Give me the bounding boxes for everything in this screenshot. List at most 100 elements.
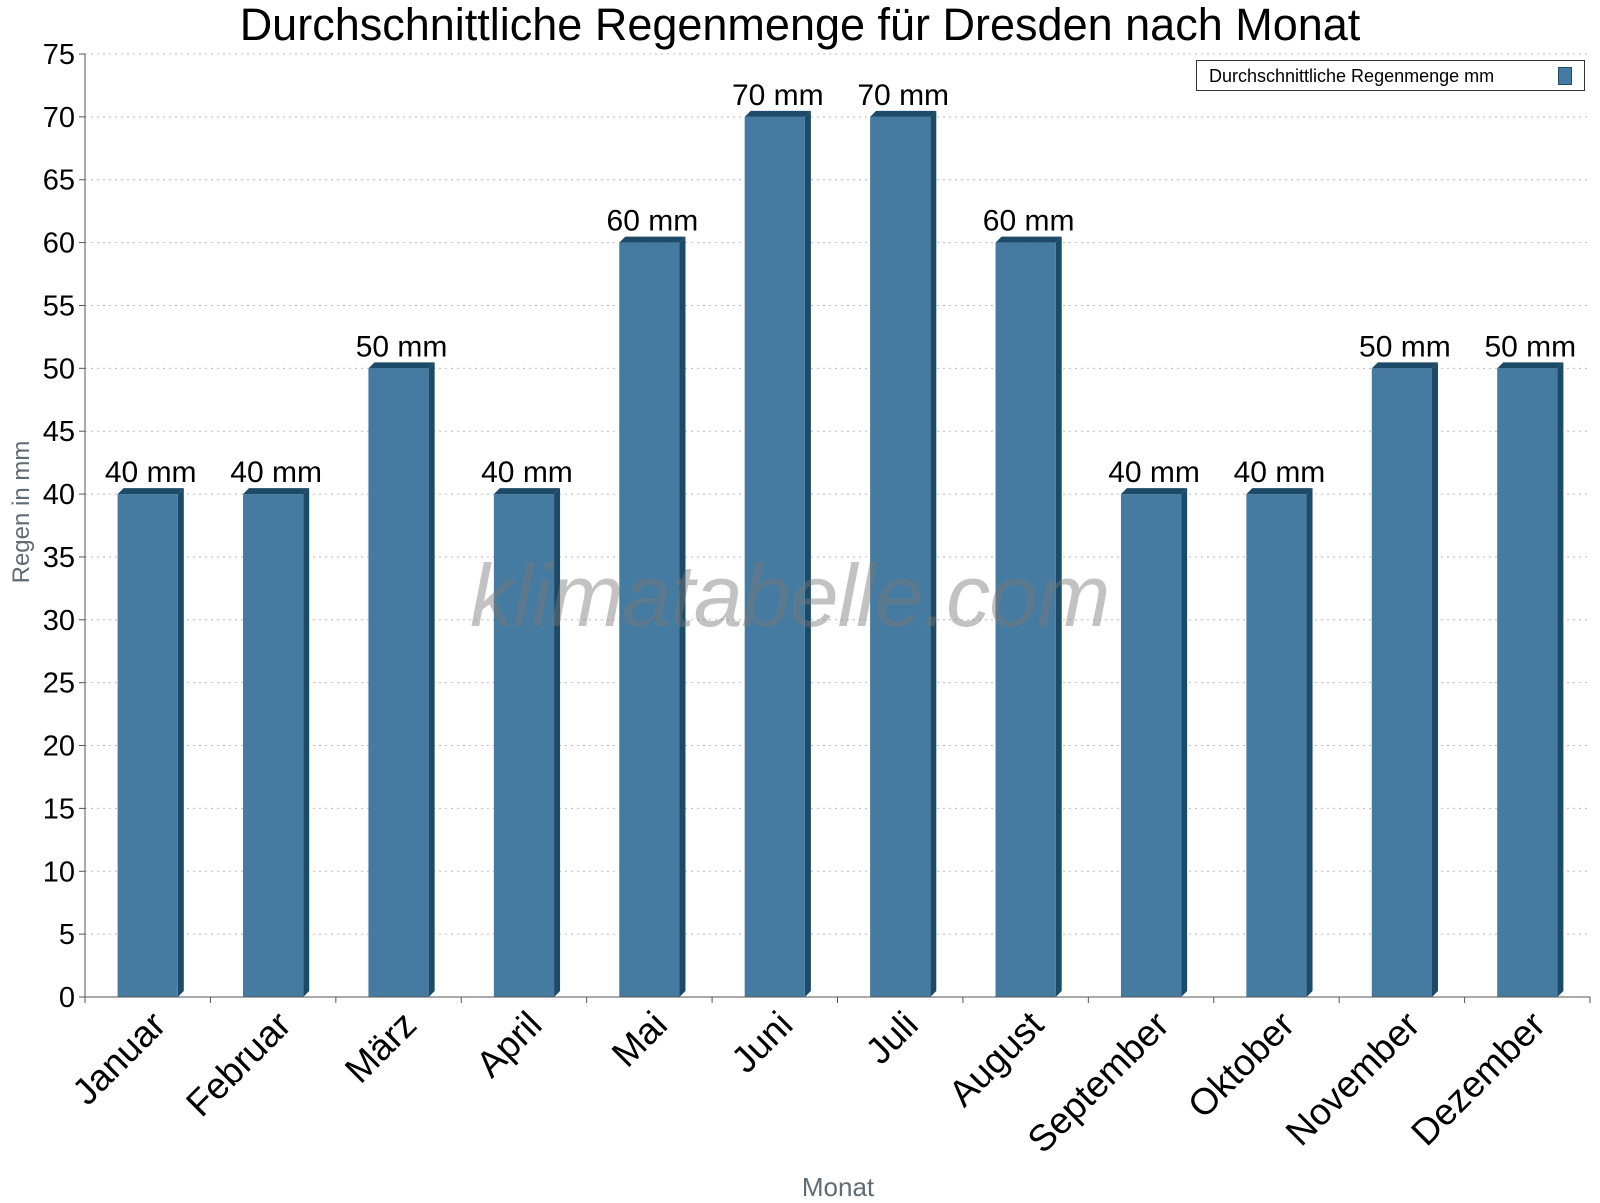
bar-september bbox=[1120, 488, 1188, 997]
bar-juli bbox=[870, 110, 937, 997]
data-labels: 40 mm 40 mm 50 mm 40 mm 60 mm 70 mm 70 mm 60 mm… bbox=[105, 79, 1576, 489]
axes bbox=[79, 53, 1591, 1003]
legend-swatch bbox=[1558, 67, 1572, 85]
bar-side bbox=[930, 110, 937, 997]
watermark: klimatabelle.com bbox=[470, 546, 1110, 645]
x-tick-label: Dezember bbox=[1403, 1004, 1553, 1154]
bar-oktober bbox=[1246, 488, 1313, 997]
bar-august bbox=[995, 236, 1062, 998]
y-tick-label: 15 bbox=[43, 793, 75, 825]
bar-top bbox=[117, 488, 184, 495]
bar-side bbox=[1557, 362, 1564, 997]
legend: Durchschnittliche Regenmenge mm bbox=[1196, 60, 1585, 91]
bar-dezember bbox=[1497, 362, 1564, 997]
x-tick-label: August bbox=[941, 1003, 1052, 1114]
y-tick-label: 40 bbox=[43, 479, 75, 511]
bar-top bbox=[368, 362, 435, 369]
bar-top bbox=[1246, 488, 1313, 495]
x-tick-label: November bbox=[1278, 1004, 1428, 1154]
bar-top bbox=[619, 236, 686, 243]
grid-lines bbox=[85, 53, 1590, 935]
legend-label: Durchschnittliche Regenmenge mm bbox=[1209, 66, 1495, 86]
y-tick-label: 30 bbox=[43, 605, 75, 637]
bar-november bbox=[1371, 362, 1438, 997]
bar-top bbox=[1371, 362, 1438, 369]
data-label: 70 mm bbox=[857, 79, 949, 112]
y-tick-label: 25 bbox=[43, 668, 75, 700]
bar-side bbox=[428, 362, 435, 997]
chart-title: Durchschnittliche Regenmenge für Dresden… bbox=[239, 0, 1361, 50]
bar-märz bbox=[368, 362, 435, 997]
bar-face bbox=[1371, 368, 1432, 997]
y-tick-label: 70 bbox=[43, 102, 75, 134]
bar-face bbox=[493, 494, 555, 997]
bar-top bbox=[870, 110, 937, 117]
bar-top bbox=[493, 488, 561, 495]
bar-face bbox=[1246, 494, 1307, 997]
y-axis-label: Regen in mm bbox=[8, 440, 35, 584]
data-label: 70 mm bbox=[732, 79, 824, 112]
bar-face bbox=[995, 242, 1056, 998]
x-tick-label: März bbox=[337, 1004, 424, 1091]
bar-face bbox=[870, 116, 931, 997]
bar-side bbox=[1055, 236, 1062, 998]
data-label: 40 mm bbox=[105, 456, 197, 489]
data-label: 40 mm bbox=[1234, 456, 1326, 489]
bar-juni bbox=[744, 110, 811, 997]
x-tick-label: Oktober bbox=[1180, 1004, 1302, 1126]
bar-face bbox=[368, 368, 429, 997]
bar-face bbox=[1497, 368, 1558, 997]
y-tick-label: 0 bbox=[59, 982, 75, 1014]
bar-side bbox=[1431, 362, 1438, 997]
bar-side bbox=[679, 236, 686, 998]
y-tick-label: 10 bbox=[43, 856, 75, 888]
bar-side bbox=[303, 488, 310, 997]
y-tick-label: 75 bbox=[43, 39, 75, 71]
x-tick-labels: Januar Februar März April Mai Juni Juli AugustS… bbox=[64, 1003, 1553, 1160]
bar-april bbox=[493, 488, 561, 997]
data-label: 40 mm bbox=[481, 456, 573, 489]
data-label: 50 mm bbox=[356, 330, 448, 363]
bars bbox=[117, 110, 1564, 998]
bar-face bbox=[1120, 494, 1182, 997]
bar-top bbox=[1497, 362, 1564, 369]
y-tick-label: 45 bbox=[43, 416, 75, 448]
data-label: 50 mm bbox=[1484, 330, 1576, 363]
data-label: 40 mm bbox=[230, 456, 322, 489]
data-label: 50 mm bbox=[1359, 330, 1451, 363]
bar-side bbox=[804, 110, 811, 997]
y-tick-label: 60 bbox=[43, 228, 75, 260]
bar-side bbox=[177, 488, 184, 997]
y-tick-label: 65 bbox=[43, 165, 75, 197]
x-tick-label: April bbox=[468, 1004, 549, 1085]
bar-februar bbox=[243, 488, 310, 997]
x-tick-label: Januar bbox=[64, 1004, 173, 1113]
bar-top bbox=[1120, 488, 1188, 495]
y-tick-label: 5 bbox=[59, 919, 75, 951]
y-tick-label: 55 bbox=[43, 290, 75, 322]
bar-mai bbox=[619, 236, 686, 998]
x-tick-label: Juni bbox=[723, 1004, 800, 1081]
bar-januar bbox=[117, 488, 184, 997]
bar-face bbox=[619, 242, 680, 998]
data-label: 60 mm bbox=[983, 205, 1075, 238]
bar-top bbox=[243, 488, 310, 495]
bar-top bbox=[744, 110, 811, 117]
bar-face bbox=[744, 116, 805, 997]
y-tick-label: 20 bbox=[43, 731, 75, 763]
y-tick-labels: 0 5 10 15 20 25 30 35 40 45 50 55 60 65 70 75 bbox=[43, 39, 75, 1014]
bar-face bbox=[117, 494, 178, 997]
bar-face bbox=[243, 494, 304, 997]
bar-side bbox=[1306, 488, 1313, 997]
y-tick-label: 50 bbox=[43, 353, 75, 385]
data-label: 60 mm bbox=[607, 205, 699, 238]
bar-side bbox=[1181, 488, 1188, 997]
data-label: 40 mm bbox=[1108, 456, 1200, 489]
x-tick-label: Februar bbox=[178, 1004, 299, 1125]
x-tick-label: Mai bbox=[604, 1004, 675, 1075]
x-axis-label: Monat bbox=[801, 1172, 875, 1202]
y-tick-label: 35 bbox=[43, 542, 75, 574]
bar-side bbox=[554, 488, 561, 997]
bar-top bbox=[995, 236, 1062, 243]
